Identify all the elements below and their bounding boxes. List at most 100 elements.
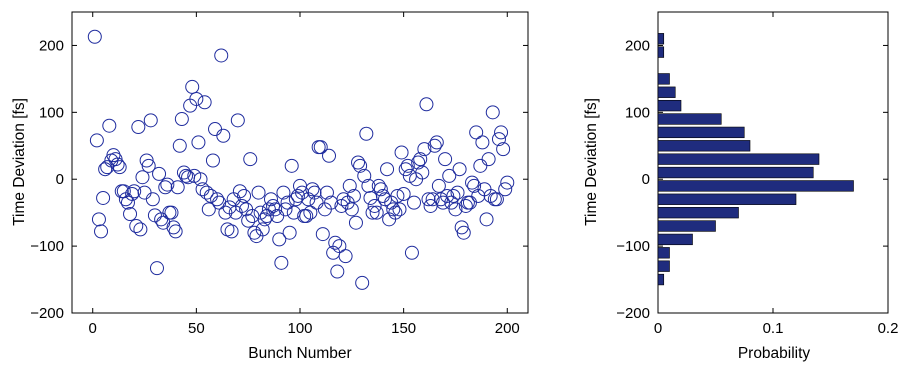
histogram-bar: [657, 193, 797, 205]
scatter-point: [251, 185, 266, 200]
scatter-point: [479, 212, 494, 227]
histogram-bar: [657, 247, 670, 259]
histogram-bar: [657, 140, 751, 152]
histogram-x-tick-label: 0.2: [878, 320, 899, 337]
scatter-point: [373, 182, 388, 197]
scatter-point: [371, 178, 386, 193]
histogram-y-tick-label: 200: [625, 37, 650, 54]
scatter-point: [494, 125, 509, 140]
scatter-point: [344, 202, 359, 217]
scatter-point: [369, 205, 384, 220]
scatter-point: [465, 175, 480, 190]
scatter-point: [91, 212, 106, 227]
scatter-point: [425, 192, 440, 207]
scatter-point: [336, 192, 351, 207]
scatter-point: [299, 209, 314, 224]
histogram-bar: [657, 220, 716, 232]
histogram-y-tick-label: 0: [642, 171, 650, 188]
scatter-point: [481, 152, 496, 167]
scatter-point: [444, 195, 459, 210]
scatter-point: [280, 195, 295, 210]
histogram-panel: 0 0.1 0.2 −200 −100 0 100 200 Probability Time…: [583, 11, 899, 362]
scatter-point: [448, 202, 463, 217]
histogram-y-ticks: −200 −100 0 100 200: [616, 37, 888, 322]
scatter-point: [143, 113, 158, 128]
scatter-point: [367, 198, 382, 213]
histogram-x-tick-label: 0: [654, 320, 662, 337]
scatter-point: [197, 95, 212, 110]
scatter-point: [232, 184, 247, 199]
scatter-point: [133, 222, 148, 237]
scatter-point: [475, 135, 490, 150]
scatter-y-axis-label: Time Deviation [fs]: [11, 98, 28, 226]
scatter-point: [404, 245, 419, 260]
scatter-point: [145, 192, 160, 207]
histogram-x-tick-label: 0.1: [763, 320, 784, 337]
scatter-point: [278, 202, 293, 217]
scatter-point: [276, 185, 291, 200]
histogram-bar: [657, 46, 665, 58]
scatter-point: [282, 225, 297, 240]
scatter-point: [284, 158, 299, 173]
scatter-point: [158, 180, 173, 195]
histogram-bars: [657, 33, 854, 286]
histogram-y-tick-label: −100: [616, 238, 650, 255]
scatter-point: [469, 125, 484, 140]
scatter-point: [442, 168, 457, 183]
scatter-point: [436, 195, 451, 210]
scatter-point: [500, 175, 515, 190]
scatter-point: [458, 198, 473, 213]
scatter-point: [398, 162, 413, 177]
scatter-point: [452, 162, 467, 177]
scatter-point: [380, 162, 395, 177]
scatter-point: [322, 148, 337, 163]
scatter-point: [106, 148, 121, 163]
scatter-point: [357, 168, 372, 183]
scatter-point: [421, 192, 436, 207]
scatter-point: [446, 188, 461, 203]
scatter-point: [120, 195, 135, 210]
histogram-bar: [657, 153, 820, 165]
histogram-bar: [657, 260, 670, 272]
scatter-point: [330, 264, 345, 279]
scatter-point: [89, 133, 104, 148]
scatter-point: [191, 135, 206, 150]
scatter-point: [96, 190, 111, 205]
scatter-x-ticks: 0 50 100 150 200: [89, 12, 520, 337]
scatter-point: [230, 113, 245, 128]
scatter-point: [348, 215, 363, 230]
histogram-y-tick-label: 100: [625, 104, 650, 121]
histogram-x-ticks: 0 0.1 0.2: [654, 12, 899, 337]
scatter-point: [417, 142, 432, 157]
scatter-y-tick-label: 200: [39, 37, 64, 54]
scatter-point: [94, 224, 109, 239]
scatter-point: [214, 48, 229, 63]
histogram-y-tick-label: −200: [616, 305, 650, 322]
scatter-points: [87, 29, 515, 290]
scatter-point: [234, 198, 249, 213]
scatter-point: [305, 182, 320, 197]
scatter-point: [388, 205, 403, 220]
scatter-point: [199, 185, 214, 200]
scatter-point: [450, 185, 465, 200]
histogram-bar: [657, 99, 682, 112]
scatter-point: [141, 158, 156, 173]
scatter-point: [400, 158, 415, 173]
scatter-x-tick-label: 200: [495, 320, 520, 337]
histogram-y-axis-label: Time Deviation [fs]: [583, 98, 600, 226]
scatter-point: [313, 140, 328, 155]
scatter-point: [193, 172, 208, 187]
scatter-point: [170, 180, 185, 195]
scatter-point: [386, 202, 401, 217]
scatter-point: [438, 152, 453, 167]
scatter-y-ticks: −200 −100 0 100 200: [30, 37, 528, 322]
scatter-point: [338, 249, 353, 264]
histogram-x-axis-label: Probability: [738, 345, 811, 362]
scatter-point: [485, 105, 500, 120]
scatter-x-tick-label: 50: [188, 320, 205, 337]
scatter-point: [496, 142, 511, 157]
scatter-point: [346, 188, 361, 203]
scatter-point: [149, 261, 164, 276]
scatter-point: [172, 138, 187, 153]
